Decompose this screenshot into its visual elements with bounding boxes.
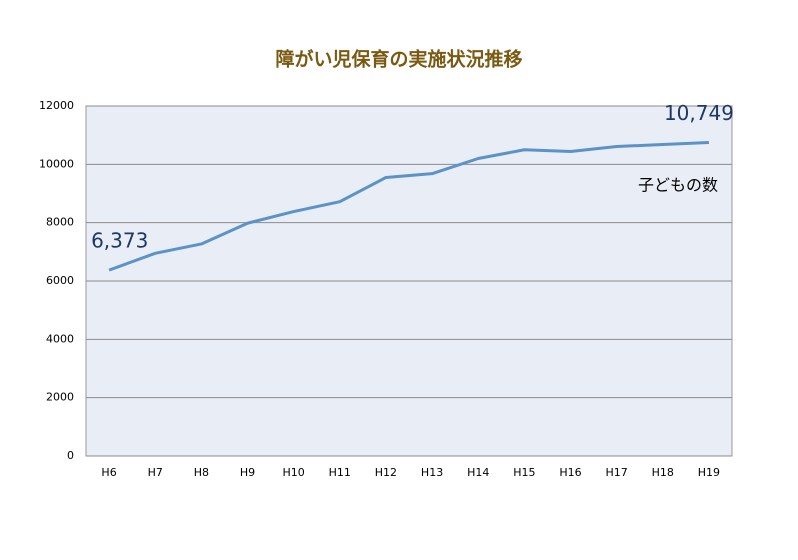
y-tick-label: 12000 [39, 99, 74, 112]
series-label: 子どもの数 [638, 176, 718, 195]
x-tick-label: H12 [375, 466, 397, 479]
x-tick-label: H6 [101, 466, 116, 479]
x-tick-label: H14 [467, 466, 489, 479]
y-tick-label: 6000 [46, 274, 74, 287]
x-tick-label: H17 [606, 466, 628, 479]
data-label: 6,373 [91, 229, 148, 253]
x-tick-label: H13 [421, 466, 443, 479]
x-tick-label: H10 [283, 466, 305, 479]
x-tick-label: H19 [698, 466, 720, 479]
x-tick-label: H7 [148, 466, 163, 479]
x-tick-label: H15 [513, 466, 535, 479]
chart-title: 障がい児保育の実施状況推移 [275, 48, 522, 71]
y-tick-label: 4000 [46, 332, 74, 345]
x-tick-label: H8 [194, 466, 209, 479]
y-tick-label: 10000 [39, 157, 74, 170]
x-tick-label: H16 [559, 466, 581, 479]
x-tick-label: H9 [240, 466, 255, 479]
x-tick-label: H18 [652, 466, 674, 479]
data-label: 10,749 [664, 101, 734, 125]
y-tick-label: 8000 [46, 216, 74, 229]
y-tick-label: 0 [67, 449, 74, 462]
y-tick-label: 2000 [46, 391, 74, 404]
data-line [108, 140, 709, 272]
x-tick-label: H11 [329, 466, 351, 479]
